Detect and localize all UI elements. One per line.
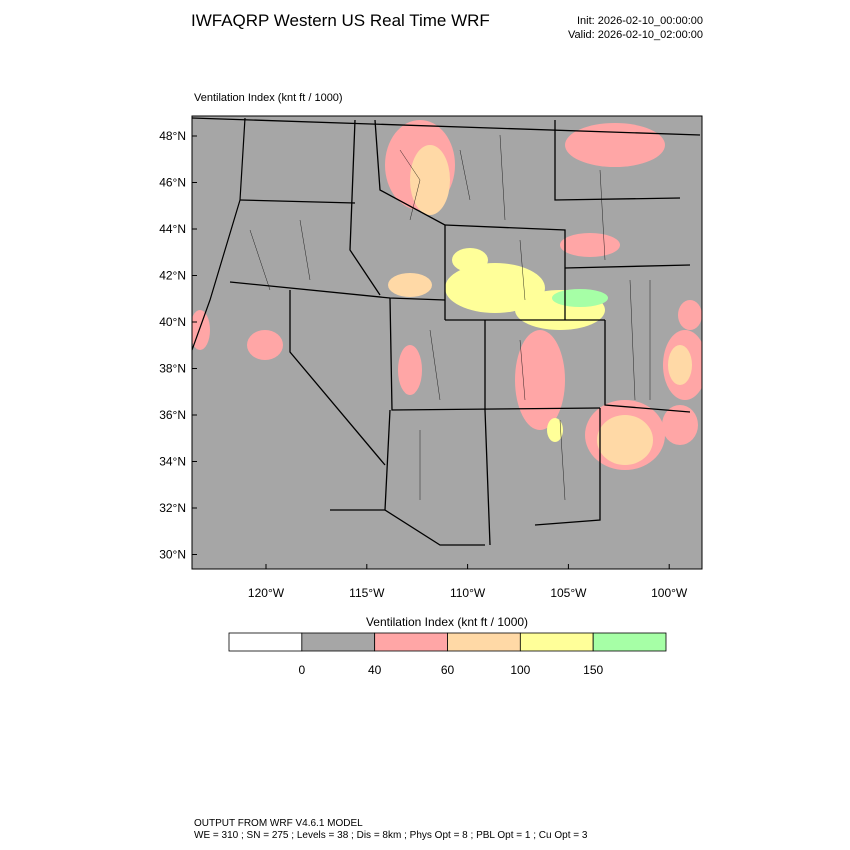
lat-label: 36°N xyxy=(159,408,186,422)
lon-label: 120°W xyxy=(248,586,285,600)
colorbar-label: 150 xyxy=(583,663,603,677)
lon-label: 105°W xyxy=(550,586,587,600)
lat-label: 42°N xyxy=(159,269,186,283)
lat-label: 48°N xyxy=(159,129,186,143)
colorbar-label: 40 xyxy=(368,663,382,677)
colorbar-box xyxy=(592,632,667,652)
lat-label: 30°N xyxy=(159,548,186,562)
colorbar-label: 100 xyxy=(510,663,530,677)
colorbar-box xyxy=(447,632,521,652)
lat-label: 40°N xyxy=(159,315,186,329)
lat-labels: 48°N 46°N 44°N 42°N 40°N 38°N 36°N 34°N 32°N 30°N xyxy=(159,129,197,562)
colorbar-label: 0 xyxy=(298,663,305,677)
footer-line: OUTPUT FROM WRF V4.6.1 MODEL xyxy=(194,818,363,829)
lon-label: 100°W xyxy=(651,586,688,600)
colorbar-label: 60 xyxy=(441,663,455,677)
valid-time: Valid: 2026-02-10_02:00:00 xyxy=(568,29,703,41)
map xyxy=(192,116,702,569)
colorbar-box xyxy=(519,632,594,652)
lat-label: 46°N xyxy=(159,176,186,190)
title: IWFAQRP Western US Real Time WRF xyxy=(191,11,490,30)
map-frame xyxy=(191,115,703,570)
lon-label: 115°W xyxy=(349,586,385,600)
lon-labels: 120°W 115°W 110°W 105°W 100°W xyxy=(248,564,688,600)
colorbar: 0 40 60 100 150 xyxy=(228,632,667,677)
colorbar-box xyxy=(374,632,448,652)
footer-line: WE = 310 ; SN = 275 ; Levels = 38 ; Dis … xyxy=(194,830,588,841)
lat-label: 44°N xyxy=(159,222,186,236)
lon-label: 110°W xyxy=(450,586,486,600)
colorbar-box xyxy=(301,632,376,652)
lat-label: 38°N xyxy=(159,362,186,376)
colorbar-box xyxy=(228,632,303,652)
colorbar-title: Ventilation Index (knt ft / 1000) xyxy=(366,615,528,629)
field-label: Ventilation Index (knt ft / 1000) xyxy=(194,92,343,104)
lat-label: 32°N xyxy=(159,501,186,515)
lat-label: 34°N xyxy=(159,455,186,469)
init-time: Init: 2026-02-10_00:00:00 xyxy=(577,15,703,27)
